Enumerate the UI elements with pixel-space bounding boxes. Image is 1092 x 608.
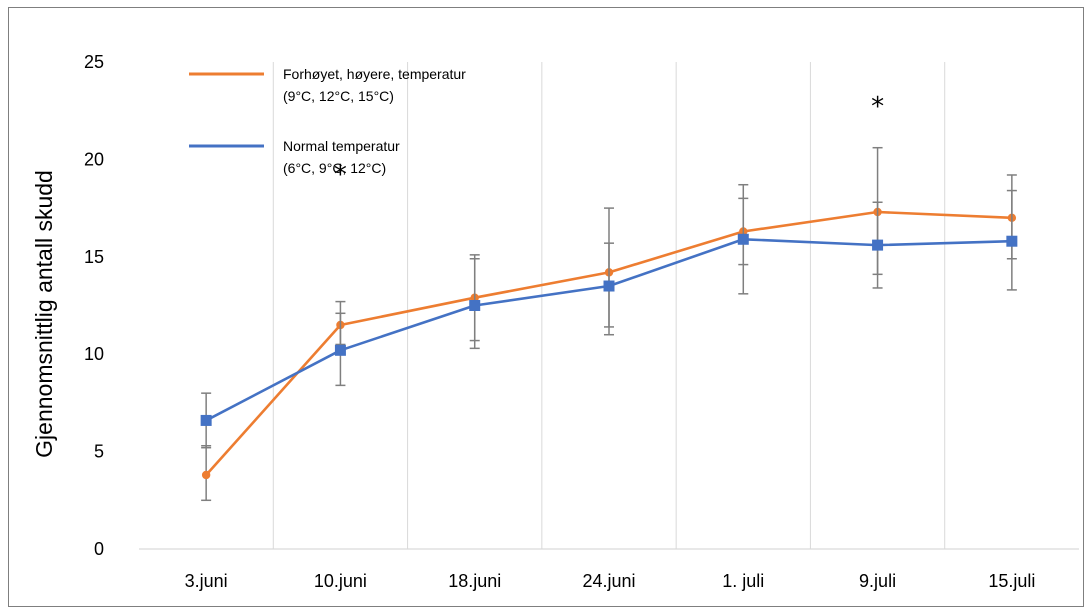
significance-marker: * xyxy=(334,160,347,190)
x-tick-label: 24.juni xyxy=(582,571,635,591)
series: ** xyxy=(200,92,1018,502)
legend-label: Normal temperatur xyxy=(283,138,400,154)
x-tick-label: 18.juni xyxy=(448,571,501,591)
y-tick-label: 0 xyxy=(94,539,104,559)
data-point xyxy=(201,470,211,480)
data-point xyxy=(737,233,749,245)
significance-marker: * xyxy=(871,92,884,122)
x-tick-label: 15.juli xyxy=(988,571,1035,591)
legend: Forhøyet, høyere, temperatur (9°C, 12°C, … xyxy=(189,66,466,176)
legend-label: Forhøyet, høyere, temperatur xyxy=(283,66,466,82)
gridlines xyxy=(272,62,946,549)
y-tick-label: 20 xyxy=(84,149,104,169)
data-point xyxy=(872,239,884,251)
y-tick-label: 10 xyxy=(84,344,104,364)
axes: 0 5 10 15 20 25 3.juni 10.juni 18.juni 24.juni 1. … xyxy=(84,52,1079,591)
chart-frame: 0 5 10 15 20 25 3.juni 10.juni 18.juni 24.juni 1. … xyxy=(8,7,1084,607)
data-point xyxy=(1006,235,1018,247)
y-axis-title: Gjennomsnittlig antall skudd xyxy=(31,170,57,458)
y-tick-label: 15 xyxy=(84,247,104,267)
x-tick-label: 3.juni xyxy=(185,571,228,591)
data-point xyxy=(334,344,346,356)
x-tick-label: 1. juli xyxy=(722,571,764,591)
x-tick-label: 10.juni xyxy=(314,571,367,591)
legend-label: (9°C, 12°C, 15°C) xyxy=(283,88,394,104)
data-point xyxy=(469,300,481,311)
data-point xyxy=(603,280,615,292)
data-point xyxy=(200,414,212,426)
y-tick-label: 25 xyxy=(84,52,104,72)
x-tick-label: 9.juli xyxy=(859,571,896,591)
line-chart: 0 5 10 15 20 25 3.juni 10.juni 18.juni 24.juni 1. … xyxy=(31,52,1079,591)
y-tick-label: 5 xyxy=(94,442,104,462)
legend-label: (6°C, 9°C, 12°C) xyxy=(283,160,386,176)
